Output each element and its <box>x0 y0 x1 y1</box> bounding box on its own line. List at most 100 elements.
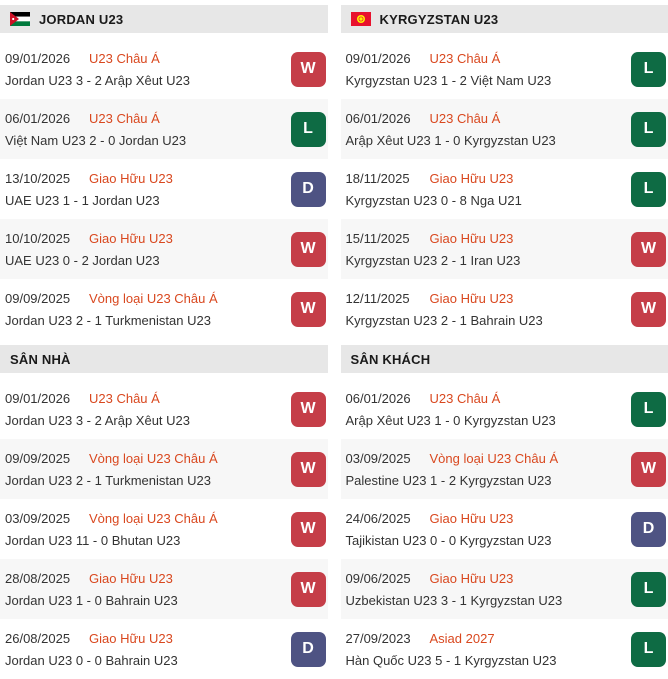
team-column: KYRGYZSTAN U23 09/01/2026 U23 Châu Á Kyr… <box>341 5 668 679</box>
competition-link[interactable]: Giao Hữu U23 <box>89 571 173 586</box>
outcome-badge: W <box>291 512 326 547</box>
match-result: Việt Nam U23 2 - 0 Jordan U23 <box>5 133 285 148</box>
competition-link[interactable]: Giao Hữu U23 <box>89 171 173 186</box>
match-row[interactable]: 15/11/2025 Giao Hữu U23 Kyrgyzstan U23 2… <box>341 219 668 279</box>
competition-link[interactable]: Vòng loại U23 Châu Á <box>89 291 218 306</box>
competition-link[interactable]: Asiad 2027 <box>430 631 495 646</box>
match-row[interactable]: 24/06/2025 Giao Hữu U23 Tajikistan U23 0… <box>341 499 668 559</box>
team-name: JORDAN U23 <box>39 12 123 27</box>
match-date: 18/11/2025 <box>346 171 430 186</box>
match-date: 10/10/2025 <box>5 231 89 246</box>
competition-link[interactable]: U23 Châu Á <box>430 391 501 406</box>
match-row[interactable]: 03/09/2025 Vòng loại U23 Châu Á Palestin… <box>341 439 668 499</box>
outcome-badge: D <box>631 512 666 547</box>
outcome-badge: L <box>631 172 666 207</box>
match-info: 06/01/2026 U23 Châu Á Arập Xêut U23 1 - … <box>346 391 626 428</box>
match-list: 09/01/2026 U23 Châu Á Jordan U23 3 - 2 A… <box>0 39 328 339</box>
match-date: 06/01/2026 <box>346 111 430 126</box>
competition-link[interactable]: Vòng loại U23 Châu Á <box>89 451 218 466</box>
match-info: 09/06/2025 Giao Hữu U23 Uzbekistan U23 3… <box>346 571 626 608</box>
outcome-badge: L <box>631 52 666 87</box>
match-result: Kyrgyzstan U23 2 - 1 Bahrain U23 <box>346 313 626 328</box>
outcome-badge: L <box>631 632 666 667</box>
match-date: 28/08/2025 <box>5 571 89 586</box>
team-column: JORDAN U23 09/01/2026 U23 Châu Á Jordan … <box>0 5 328 679</box>
match-row[interactable]: 09/09/2025 Vòng loại U23 Châu Á Jordan U… <box>0 439 328 499</box>
competition-link[interactable]: Giao Hữu U23 <box>430 571 514 586</box>
outcome-badge: W <box>291 52 326 87</box>
match-row[interactable]: 09/06/2025 Giao Hữu U23 Uzbekistan U23 3… <box>341 559 668 619</box>
competition-link[interactable]: Giao Hữu U23 <box>430 511 514 526</box>
team-header: JORDAN U23 <box>0 5 328 33</box>
match-date: 09/01/2026 <box>5 51 89 66</box>
match-result: Jordan U23 3 - 2 Arập Xêut U23 <box>5 413 285 428</box>
match-row[interactable]: 13/10/2025 Giao Hữu U23 UAE U23 1 - 1 Jo… <box>0 159 328 219</box>
match-info: 03/09/2025 Vòng loại U23 Châu Á Jordan U… <box>5 511 285 548</box>
team-name: KYRGYZSTAN U23 <box>380 12 499 27</box>
competition-link[interactable]: U23 Châu Á <box>89 391 160 406</box>
match-date: 13/10/2025 <box>5 171 89 186</box>
match-date: 27/09/2023 <box>346 631 430 646</box>
match-result: Arập Xêut U23 1 - 0 Kyrgyzstan U23 <box>346 413 626 428</box>
competition-link[interactable]: Vòng loại U23 Châu Á <box>89 511 218 526</box>
match-row[interactable]: 26/08/2025 Giao Hữu U23 Jordan U23 0 - 0… <box>0 619 328 679</box>
competition-link[interactable]: Giao Hữu U23 <box>89 231 173 246</box>
competition-link[interactable]: U23 Châu Á <box>89 111 160 126</box>
match-info: 09/01/2026 U23 Châu Á Jordan U23 3 - 2 A… <box>5 51 285 88</box>
match-result: Uzbekistan U23 3 - 1 Kyrgyzstan U23 <box>346 593 626 608</box>
match-info: 26/08/2025 Giao Hữu U23 Jordan U23 0 - 0… <box>5 631 285 668</box>
competition-link[interactable]: U23 Châu Á <box>430 111 501 126</box>
match-result: Kyrgyzstan U23 2 - 1 Iran U23 <box>346 253 626 268</box>
match-row[interactable]: 28/08/2025 Giao Hữu U23 Jordan U23 1 - 0… <box>0 559 328 619</box>
outcome-badge: D <box>291 172 326 207</box>
match-result: Kyrgyzstan U23 1 - 2 Việt Nam U23 <box>346 73 626 88</box>
match-date: 03/09/2025 <box>346 451 430 466</box>
section-title: SÂN NHÀ <box>0 345 328 373</box>
match-row[interactable]: 09/01/2026 U23 Châu Á Kyrgyzstan U23 1 -… <box>341 39 668 99</box>
match-row[interactable]: 06/01/2026 U23 Châu Á Arập Xêut U23 1 - … <box>341 379 668 439</box>
match-row[interactable]: 12/11/2025 Giao Hữu U23 Kyrgyzstan U23 2… <box>341 279 668 339</box>
competition-link[interactable]: U23 Châu Á <box>89 51 160 66</box>
outcome-badge: W <box>291 392 326 427</box>
match-row[interactable]: 06/01/2026 U23 Châu Á Arập Xêut U23 1 - … <box>341 99 668 159</box>
outcome-badge: W <box>291 452 326 487</box>
match-info: 15/11/2025 Giao Hữu U23 Kyrgyzstan U23 2… <box>346 231 626 268</box>
match-result: Jordan U23 1 - 0 Bahrain U23 <box>5 593 285 608</box>
outcome-badge: W <box>631 452 666 487</box>
match-date: 24/06/2025 <box>346 511 430 526</box>
competition-link[interactable]: Giao Hữu U23 <box>89 631 173 646</box>
match-info: 12/11/2025 Giao Hữu U23 Kyrgyzstan U23 2… <box>346 291 626 328</box>
match-row[interactable]: 18/11/2025 Giao Hữu U23 Kyrgyzstan U23 0… <box>341 159 668 219</box>
match-info: 27/09/2023 Asiad 2027 Hàn Quốc U23 5 - 1… <box>346 631 626 668</box>
outcome-badge: L <box>291 112 326 147</box>
match-row[interactable]: 09/01/2026 U23 Châu Á Jordan U23 3 - 2 A… <box>0 39 328 99</box>
match-result: Hàn Quốc U23 5 - 1 Kyrgyzstan U23 <box>346 653 626 668</box>
competition-link[interactable]: Giao Hữu U23 <box>430 171 514 186</box>
match-info: 10/10/2025 Giao Hữu U23 UAE U23 0 - 2 Jo… <box>5 231 285 268</box>
outcome-badge: D <box>291 632 326 667</box>
match-info: 06/01/2026 U23 Châu Á Việt Nam U23 2 - 0… <box>5 111 285 148</box>
match-row[interactable]: 27/09/2023 Asiad 2027 Hàn Quốc U23 5 - 1… <box>341 619 668 679</box>
match-row[interactable]: 03/09/2025 Vòng loại U23 Châu Á Jordan U… <box>0 499 328 559</box>
competition-link[interactable]: Vòng loại U23 Châu Á <box>430 451 559 466</box>
competition-link[interactable]: Giao Hữu U23 <box>430 231 514 246</box>
competition-link[interactable]: U23 Châu Á <box>430 51 501 66</box>
section-title: SÂN KHÁCH <box>341 345 668 373</box>
competition-link[interactable]: Giao Hữu U23 <box>430 291 514 306</box>
outcome-badge: L <box>631 112 666 147</box>
match-date: 15/11/2025 <box>346 231 430 246</box>
match-info: 24/06/2025 Giao Hữu U23 Tajikistan U23 0… <box>346 511 626 548</box>
outcome-badge: L <box>631 572 666 607</box>
match-list: 09/01/2026 U23 Châu Á Jordan U23 3 - 2 A… <box>0 379 328 679</box>
match-row[interactable]: 06/01/2026 U23 Châu Á Việt Nam U23 2 - 0… <box>0 99 328 159</box>
match-date: 09/01/2026 <box>5 391 89 406</box>
match-date: 26/08/2025 <box>5 631 89 646</box>
match-row[interactable]: 10/10/2025 Giao Hữu U23 UAE U23 0 - 2 Jo… <box>0 219 328 279</box>
match-row[interactable]: 09/09/2025 Vòng loại U23 Châu Á Jordan U… <box>0 279 328 339</box>
match-date: 09/09/2025 <box>5 451 89 466</box>
match-date: 03/09/2025 <box>5 511 89 526</box>
match-info: 09/09/2025 Vòng loại U23 Châu Á Jordan U… <box>5 291 285 328</box>
match-row[interactable]: 09/01/2026 U23 Châu Á Jordan U23 3 - 2 A… <box>0 379 328 439</box>
match-info: 06/01/2026 U23 Châu Á Arập Xêut U23 1 - … <box>346 111 626 148</box>
